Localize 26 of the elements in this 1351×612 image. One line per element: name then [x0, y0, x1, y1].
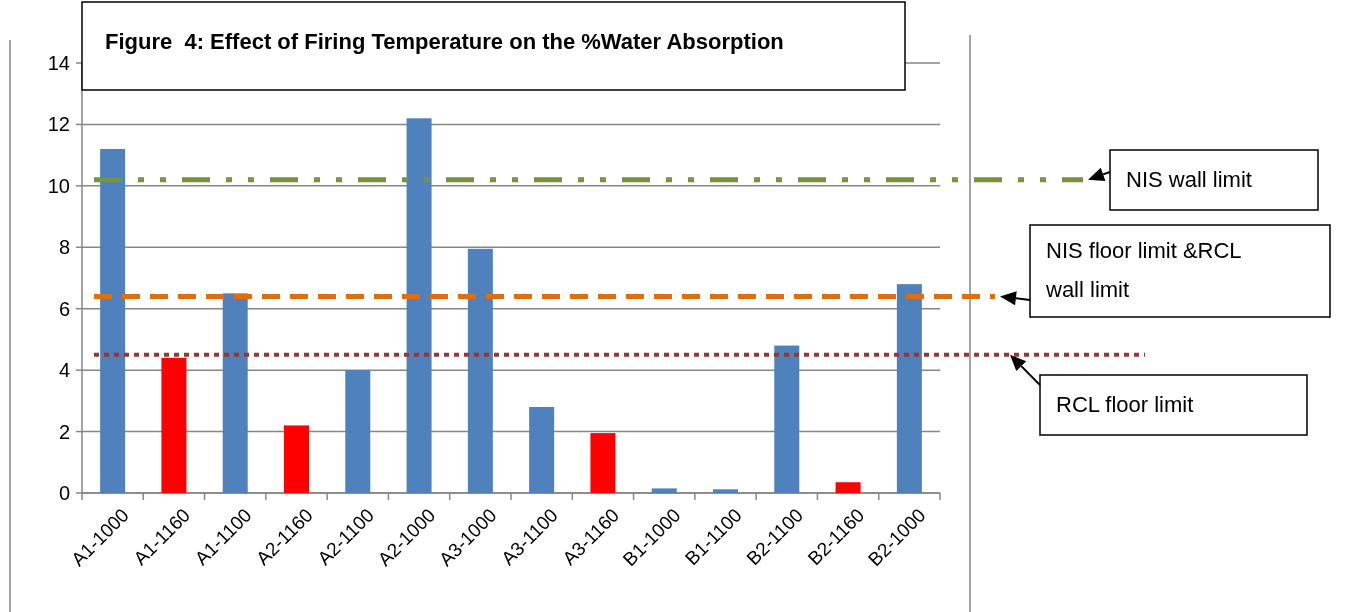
- bar: [222, 293, 248, 493]
- bar: [406, 118, 432, 493]
- bar: [284, 425, 309, 493]
- bar: [713, 489, 738, 493]
- bar: [100, 149, 126, 493]
- ref-line-label: RCL floor limit: [1056, 392, 1194, 417]
- y-tick-label: 0: [58, 482, 70, 504]
- bar: [529, 407, 555, 493]
- ref-line-label: NIS wall limit: [1126, 167, 1252, 192]
- y-tick-label: 8: [58, 236, 70, 259]
- bar: [345, 370, 371, 493]
- bar: [590, 433, 616, 493]
- y-tick-label: 6: [58, 297, 70, 320]
- bar: [896, 284, 922, 493]
- y-tick-label: 10: [47, 174, 70, 197]
- bar: [835, 482, 861, 493]
- y-tick-label: 4: [58, 359, 70, 382]
- ref-line-label: NIS floor limit &RCL wall limit: [1045, 238, 1242, 302]
- bar: [774, 345, 800, 493]
- y-tick-label: 2: [58, 420, 70, 443]
- bar: [651, 488, 677, 493]
- y-tick-label: 12: [47, 113, 70, 136]
- bar: [467, 248, 493, 493]
- y-tick-label: 14: [47, 52, 70, 74]
- chart-title: Figure 4: Effect of Firing Temperature on the %Water Absorption: [105, 29, 784, 54]
- bar: [161, 357, 187, 493]
